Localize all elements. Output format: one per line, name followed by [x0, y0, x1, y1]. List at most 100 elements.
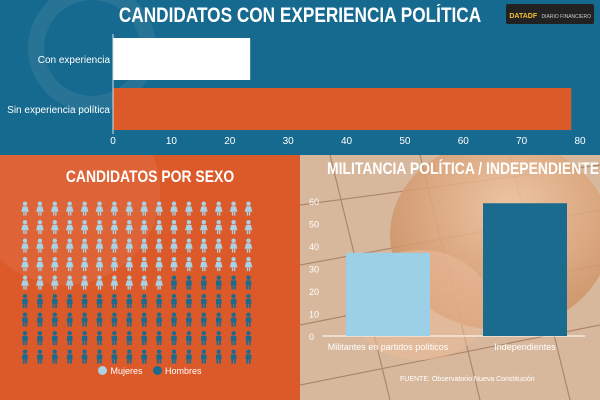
man-icon	[66, 294, 73, 309]
leg-shape	[23, 267, 25, 272]
experience-panel: CANDIDATOS CON EXPERIENCIA POLÍTICA DATA…	[0, 0, 600, 155]
dress-shape	[214, 243, 223, 249]
leg-shape	[187, 248, 189, 253]
man-icon	[37, 312, 43, 327]
torso-shape	[201, 354, 207, 360]
leg-shape	[216, 304, 219, 309]
dress-shape	[110, 280, 119, 286]
leg-shape	[201, 304, 204, 309]
woman-icon	[170, 220, 178, 235]
dress-shape	[95, 224, 104, 231]
leg-shape	[156, 304, 159, 309]
man-icon	[37, 331, 43, 346]
leg-shape	[187, 230, 189, 235]
source-note: FUENTE: Observatorio Nueva Constitución	[400, 376, 535, 383]
leg-shape	[68, 248, 70, 253]
head-shape	[156, 294, 162, 299]
leg-shape	[70, 322, 72, 327]
category-label: Militantes en partidos políticos	[328, 342, 449, 352]
leg-shape	[25, 359, 28, 364]
torso-shape	[22, 317, 28, 323]
militancy-bar-chart: 0 10 20 30 40 50 60 Militantes en partidos polí…	[309, 197, 585, 352]
woman-icon	[110, 257, 119, 272]
torso-shape	[201, 317, 207, 323]
leg-shape	[144, 211, 146, 216]
head-shape	[37, 294, 43, 299]
leg-shape	[159, 211, 161, 216]
leg-shape	[55, 267, 57, 272]
man-icon	[186, 349, 192, 364]
leg-shape	[246, 248, 249, 253]
leg-shape	[22, 359, 25, 364]
leg-shape	[85, 304, 87, 309]
man-icon	[201, 331, 207, 346]
woman-icon	[80, 220, 89, 235]
head-shape	[171, 257, 177, 262]
dress-shape	[65, 224, 74, 231]
dress-shape	[214, 206, 223, 212]
man-icon	[186, 275, 192, 290]
leg-shape	[201, 359, 204, 364]
head-shape	[112, 294, 117, 299]
leg-shape	[52, 359, 55, 364]
leg-shape	[127, 359, 129, 364]
head-shape	[67, 349, 72, 354]
leg-shape	[97, 230, 100, 235]
leg-shape	[85, 248, 87, 253]
dress-shape	[125, 206, 134, 212]
category-label: Independientes	[494, 342, 556, 352]
dress-shape	[36, 243, 44, 249]
head-shape	[37, 331, 43, 336]
leg-shape	[114, 322, 117, 327]
torso-shape	[141, 354, 147, 360]
head-shape	[97, 331, 102, 336]
woman-icon	[51, 220, 59, 235]
head-shape	[186, 349, 192, 354]
man-icon	[230, 349, 237, 364]
man-icon	[126, 312, 133, 327]
leg-shape	[129, 322, 132, 327]
head-shape	[186, 331, 192, 336]
woman-icon	[125, 201, 134, 216]
leg-shape	[129, 341, 132, 346]
torso-shape	[81, 317, 88, 323]
leg-shape	[216, 285, 219, 290]
y-tick-label: 40	[309, 242, 319, 252]
leg-shape	[234, 211, 236, 216]
torso-shape	[215, 317, 222, 323]
dress-shape	[170, 224, 178, 231]
leg-shape	[25, 341, 28, 346]
y-tick-label: 50	[309, 220, 319, 230]
leg-shape	[156, 322, 159, 327]
woman-icon	[21, 257, 29, 272]
leg-shape	[216, 322, 219, 327]
leg-shape	[204, 285, 206, 290]
leg-shape	[127, 322, 129, 327]
dress-shape	[155, 206, 163, 212]
head-shape	[142, 257, 147, 262]
woman-icon	[214, 220, 223, 235]
head-shape	[37, 349, 43, 354]
man-icon	[111, 294, 118, 309]
man-icon	[156, 331, 162, 346]
head-shape	[127, 294, 132, 299]
leg-shape	[144, 285, 146, 290]
woman-icon	[36, 257, 44, 272]
head-shape	[127, 331, 132, 336]
leg-shape	[53, 267, 55, 272]
leg-shape	[186, 304, 189, 309]
dress-shape	[200, 261, 208, 268]
woman-icon	[200, 238, 208, 253]
leg-shape	[156, 359, 159, 364]
man-icon	[52, 294, 58, 309]
torso-shape	[81, 354, 88, 360]
head-shape	[201, 312, 206, 317]
leg-shape	[85, 267, 87, 272]
torso-shape	[37, 335, 43, 342]
woman-icon	[21, 275, 29, 290]
woman-icon	[155, 201, 163, 216]
head-shape	[52, 201, 57, 206]
head-shape	[142, 312, 147, 317]
leg-shape	[159, 285, 161, 290]
leg-shape	[219, 211, 221, 216]
